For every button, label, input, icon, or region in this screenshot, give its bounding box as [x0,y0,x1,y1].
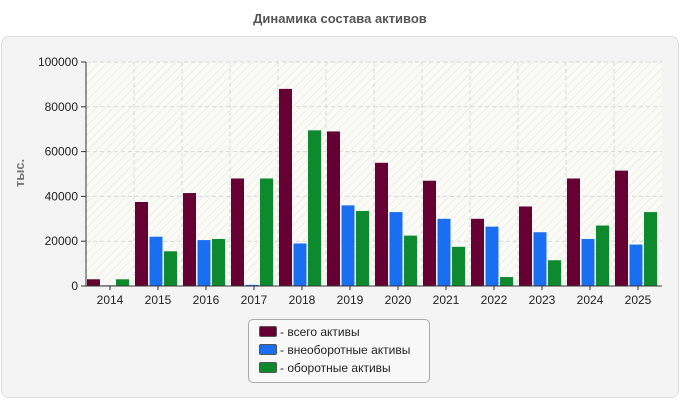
y-tick-label: 0 [71,279,78,293]
bar-2016-series-1 [183,193,196,286]
bar-2020-series-1 [375,162,388,286]
bar-2017-series-3 [260,178,273,286]
bar-2018-series-1 [279,88,292,286]
bar-2018-series-2 [293,243,307,286]
bar-2020-series-3 [404,235,417,286]
bar-2025-series-2 [629,244,643,286]
bar-2023-series-1 [519,206,532,286]
bar-2019-series-3 [356,210,369,286]
legend-swatch [259,362,277,373]
bar-2020-series-2 [389,212,403,286]
x-tick-label: 2023 [529,293,556,307]
legend-item: - всего активы [259,325,360,341]
bar-2022-series-3 [500,277,513,286]
x-tick-label: 2014 [97,293,124,307]
y-tick-label: 100000 [38,55,78,69]
bar-2025-series-3 [644,212,657,286]
legend-swatch [259,326,277,337]
bar-2025-series-1 [615,170,628,286]
legend-label: - оборотные активы [280,361,391,375]
legend-item: - внеоборотные активы [259,343,410,359]
bar-2017-series-2 [245,284,259,286]
bar-2016-series-2 [197,240,211,286]
bar-2016-series-3 [212,238,225,286]
x-tick-label: 2020 [385,293,412,307]
chart-legend: - всего активы - внеоборотные активы - обо… [248,319,430,383]
bar-2021-series-2 [437,218,451,286]
legend-swatch [259,344,277,355]
bar-2021-series-1 [423,180,436,286]
bar-2022-series-1 [471,218,484,286]
y-tick-label: 60000 [45,145,79,159]
bar-2023-series-2 [533,232,547,286]
bar-2014-series-3 [116,279,129,286]
bar-2018-series-3 [308,130,321,286]
y-tick-label: 40000 [45,189,79,203]
bar-2024-series-1 [567,178,580,286]
bar-2022-series-2 [485,226,499,286]
legend-label: - внеоборотные активы [280,343,411,357]
bar-2015-series-2 [149,236,163,286]
x-tick-label: 2015 [145,293,172,307]
x-tick-label: 2018 [289,293,316,307]
bar-2015-series-1 [135,202,148,286]
x-tick-label: 2019 [337,293,364,307]
bar-2014-series-1 [87,279,100,286]
y-axis-label: тыс. [12,159,27,187]
y-tick-label: 80000 [45,100,79,114]
x-tick-label: 2016 [193,293,220,307]
x-tick-label: 2024 [577,293,604,307]
bar-2023-series-3 [548,260,561,286]
legend-item: - оборотные активы [259,361,391,377]
bar-2019-series-2 [341,205,355,286]
bar-2015-series-3 [164,251,177,286]
bar-2019-series-1 [327,131,340,286]
x-tick-label: 2021 [433,293,460,307]
x-tick-label: 2022 [481,293,508,307]
chart-title: Динамика состава активов [253,11,427,26]
y-tick-label: 20000 [45,234,79,248]
x-tick-label: 2017 [241,293,268,307]
x-tick-label: 2025 [625,293,652,307]
bar-2017-series-1 [231,178,244,286]
legend-label: - всего активы [280,325,360,339]
bar-2024-series-3 [596,225,609,286]
bar-2021-series-3 [452,246,465,286]
bar-2024-series-2 [581,238,595,286]
